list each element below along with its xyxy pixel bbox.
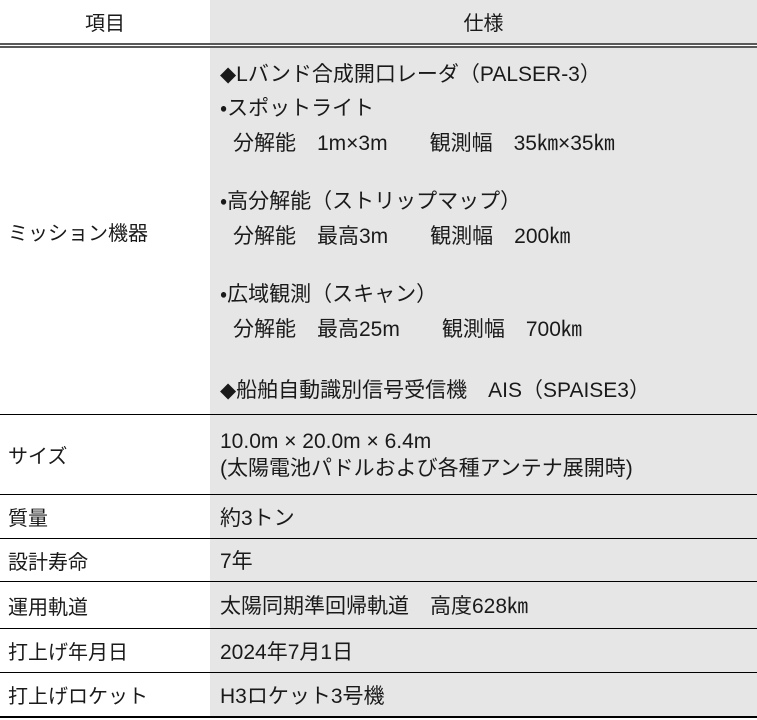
table-header-row: 項目 仕様 (0, 0, 757, 48)
mission-spec-cell: ◆Lバンド合成開口レーダ（PALSER-3） ・スポットライト 分解能 1m×3… (210, 48, 757, 414)
size-note: (太陽電池パドルおよび各種アンテナ展開時) (220, 456, 633, 480)
row-label-mission: ミッション機器 (0, 48, 210, 414)
column-header-spec: 仕様 (210, 0, 757, 43)
table-row-size: サイズ 10.0m × 20.0m × 6.4m (太陽電池パドルおよび各種アン… (0, 414, 757, 494)
row-label-design-life: 設計寿命 (0, 539, 210, 581)
mission-mode-stripmap-detail: 分解能 最高3m 観測幅 200㎞ (233, 225, 571, 248)
table-row-orbit: 運用軌道 太陽同期準回帰軌道 高度628㎞ (0, 581, 757, 628)
row-label-launch-rocket: 打上げロケット (0, 673, 210, 716)
row-label-launch-date: 打上げ年月日 (0, 629, 210, 672)
table-row-launch-rocket: 打上げロケット H3ロケット3号機 (0, 672, 757, 718)
row-value-mass: 約3トン (210, 495, 757, 538)
mission-sensor-ais: ◆船舶自動識別信号受信機 AIS（SPAISE3） (220, 379, 650, 402)
row-label-size: サイズ (0, 415, 210, 494)
mission-mode-scan-detail: 分解能 最高25m 観測幅 700㎞ (233, 318, 582, 341)
row-value-design-life: 7年 (210, 539, 757, 581)
size-value: 10.0m × 20.0m × 6.4m (220, 429, 432, 453)
column-header-item: 項目 (0, 0, 210, 43)
table-row-mission: ミッション機器 ◆Lバンド合成開口レーダ（PALSER-3） ・スポットライト … (0, 48, 757, 414)
table-row-launch-date: 打上げ年月日 2024年7月1日 (0, 628, 757, 672)
row-value-launch-rocket: H3ロケット3号機 (210, 673, 757, 716)
mission-mode-spotlight: ・スポットライト (220, 97, 375, 120)
row-value-size-cell: 10.0m × 20.0m × 6.4m (太陽電池パドルおよび各種アンテナ展開… (210, 415, 757, 494)
mission-mode-stripmap: ・高分解能（ストリップマップ） (220, 190, 522, 213)
row-label-mass: 質量 (0, 495, 210, 538)
row-value-orbit: 太陽同期準回帰軌道 高度628㎞ (210, 582, 757, 628)
row-label-orbit: 運用軌道 (0, 582, 210, 628)
table-row-mass: 質量 約3トン (0, 494, 757, 538)
mission-sensor-sar: ◆Lバンド合成開口レーダ（PALSER-3） (220, 63, 601, 86)
table-row-design-life: 設計寿命 7年 (0, 538, 757, 581)
mission-mode-spotlight-detail: 分解能 1m×3m 観測幅 35㎞×35㎞ (233, 132, 615, 155)
mission-mode-scan: ・広域観測（スキャン） (220, 283, 438, 306)
row-value-launch-date: 2024年7月1日 (210, 629, 757, 672)
